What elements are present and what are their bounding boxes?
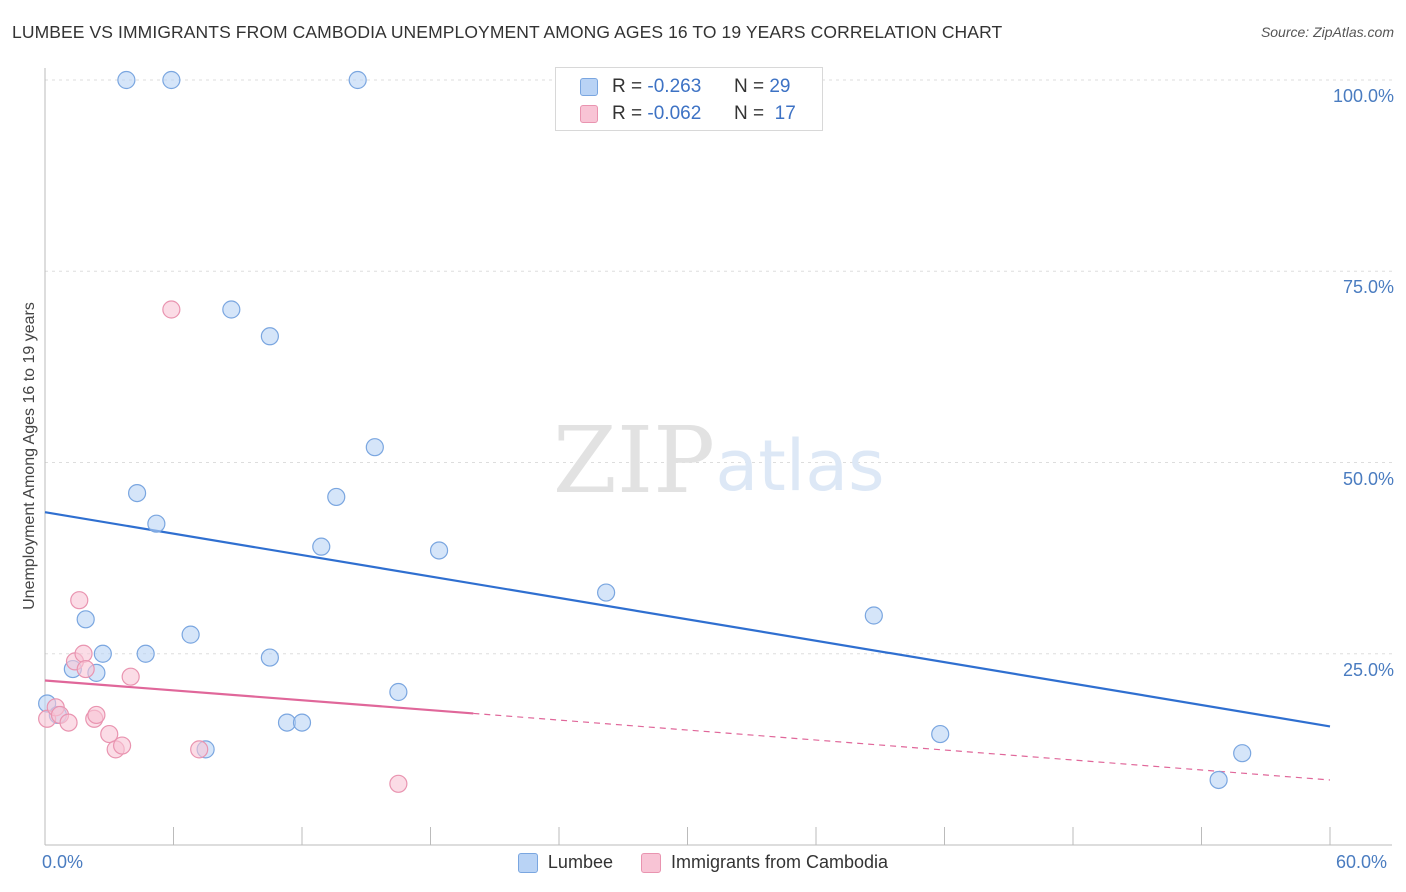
cambodia-point xyxy=(112,736,132,755)
lumbee-point xyxy=(1209,770,1228,790)
lumbee-point xyxy=(181,625,200,644)
lumbee-point xyxy=(365,438,384,457)
chart-title: LUMBEE VS IMMIGRANTS FROM CAMBODIA UNEMP… xyxy=(12,22,1003,42)
lumbee-point xyxy=(389,682,408,702)
lumbee-point xyxy=(76,610,95,629)
cambodia-trend-line xyxy=(44,679,474,715)
watermark: ZIP atlas xyxy=(553,407,885,514)
y-tick-label: 100.0% xyxy=(1332,86,1394,106)
lumbee-point xyxy=(162,70,181,90)
watermark-atlas: atlas xyxy=(715,425,884,507)
lumbee-point xyxy=(597,583,616,602)
lumbee-trend-line xyxy=(44,511,1331,728)
y-tick-label: 75.0% xyxy=(1342,277,1394,298)
cambodia-legend-label: Immigrants from Cambodia xyxy=(670,852,889,872)
lumbee-point xyxy=(1233,744,1252,763)
lumbee-legend-swatch xyxy=(517,852,538,873)
cambodia-point xyxy=(162,300,181,319)
n-value: 29 xyxy=(769,76,791,97)
y-tick-label: 50.0% xyxy=(1342,468,1394,489)
grid-lines xyxy=(45,79,1392,655)
lumbee-point xyxy=(93,644,112,663)
cambodia-point xyxy=(87,705,106,725)
cambodia-point xyxy=(100,724,119,744)
cambodia-point xyxy=(76,659,95,679)
x-tick-label-min: 0.0% xyxy=(42,852,84,872)
legend-row-cambodia: R = -0.062 N = 17 xyxy=(580,101,796,127)
legend-item-cambodia: Immigrants from Cambodia xyxy=(640,852,889,873)
cambodia-point xyxy=(190,740,209,759)
lumbee-point xyxy=(931,724,950,744)
cambodia-point xyxy=(121,667,140,686)
lumbee-point xyxy=(864,606,883,625)
cambodia-point xyxy=(74,644,93,663)
x-tick-label-max: 60.0% xyxy=(1336,852,1388,872)
lumbee-point xyxy=(327,487,346,507)
data-points xyxy=(38,70,1252,793)
r-label: R = xyxy=(612,103,643,124)
r-value: -0.263 xyxy=(647,76,702,97)
lumbee-point xyxy=(292,713,312,732)
legend-row-lumbee: R = -0.263 N = 29 xyxy=(580,74,790,100)
n-value: 17 xyxy=(774,103,796,124)
correlation-legend: R = -0.263 N = 29 R = -0.062 N = 17 xyxy=(555,67,823,131)
lumbee-point xyxy=(136,644,155,663)
legend-item-lumbee: Lumbee xyxy=(517,852,613,873)
watermark-zip: ZIP xyxy=(553,407,715,514)
cambodia-point xyxy=(59,713,78,732)
cambodia-trend-line-extension xyxy=(473,712,1331,781)
cambodia-point xyxy=(389,774,408,793)
lumbee-point xyxy=(348,70,367,90)
lumbee-point xyxy=(429,541,449,560)
lumbee-point xyxy=(312,537,331,556)
lumbee-point xyxy=(260,327,279,346)
lumbee-swatch xyxy=(580,78,598,96)
r-label: R = xyxy=(612,76,643,97)
series-legend: Lumbee Immigrants from Cambodia xyxy=(0,852,1406,873)
cambodia-point xyxy=(70,591,89,610)
lumbee-legend-label: Lumbee xyxy=(547,852,613,872)
n-label: N = xyxy=(733,103,765,124)
cambodia-legend-swatch xyxy=(640,852,661,873)
cambodia-swatch xyxy=(580,105,598,123)
source-label: Source: ZipAtlas.com xyxy=(1260,24,1394,40)
lumbee-point xyxy=(222,300,241,319)
lumbee-point xyxy=(127,484,147,503)
n-label: N = xyxy=(733,76,765,97)
lumbee-point xyxy=(147,514,166,533)
lumbee-point xyxy=(260,648,279,667)
trend-lines xyxy=(44,511,1331,781)
lumbee-point xyxy=(117,70,136,90)
y-tick-label: 25.0% xyxy=(1342,659,1394,680)
r-value: -0.062 xyxy=(647,103,702,124)
